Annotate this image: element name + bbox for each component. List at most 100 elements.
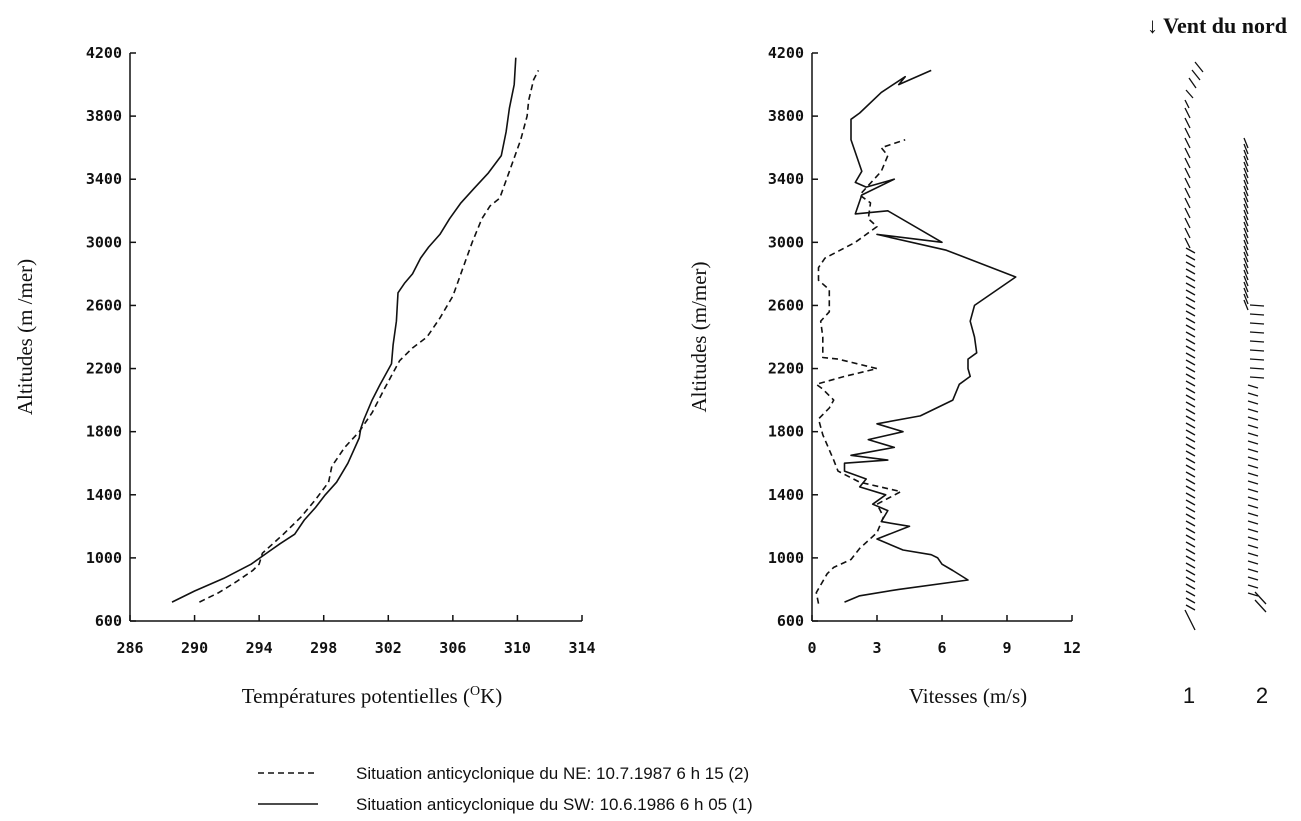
wind-barb: [1243, 239, 1249, 251]
wind-barb: [1247, 408, 1259, 413]
wind-barb: [1243, 251, 1249, 263]
legend-label-ne: Situation anticyclonique du NE: 10.7.198…: [356, 764, 749, 783]
wind-barbs: ↓ Vent du nord 1 2: [1147, 13, 1287, 708]
wind-barb: [1184, 117, 1191, 129]
wind-barb: [1184, 107, 1191, 119]
wind-barb: [1185, 268, 1196, 275]
wind-barb: [1247, 480, 1259, 485]
wind-barb: [1185, 583, 1196, 590]
wind-barb: [1249, 304, 1265, 307]
wind-barb: [1247, 504, 1259, 509]
wind-barb: [1247, 432, 1259, 437]
wind-barb: [1185, 415, 1196, 422]
wind-barb: [1247, 520, 1259, 525]
wind-barb: [1184, 127, 1191, 139]
wind-barb: [1185, 303, 1196, 310]
x-tick-label: 298: [310, 639, 337, 657]
wind-barb: [1185, 261, 1196, 268]
wind-barb: [1243, 161, 1249, 173]
y-tick-label: 4200: [768, 44, 804, 62]
wind-barb: [1247, 560, 1259, 565]
wind-barb: [1243, 203, 1249, 215]
wind-barb: [1243, 263, 1249, 275]
wind-barb: [1243, 149, 1249, 161]
x-axis-title: Vitesses (m/s): [909, 684, 1027, 708]
series-line-ne: [199, 70, 540, 603]
wind-barb: [1185, 429, 1196, 436]
wind-barb: [1249, 376, 1265, 379]
wind-barb: [1185, 317, 1196, 324]
wind-barb: [1188, 77, 1197, 89]
wind-barb: [1243, 269, 1249, 281]
wind-barb: [1185, 555, 1196, 562]
wind-barb: [1185, 89, 1194, 99]
wind-barb: [1243, 155, 1249, 167]
wind-barb: [1243, 185, 1249, 197]
wind-barb: [1243, 215, 1249, 227]
wind-barb: [1185, 282, 1196, 289]
y-tick-label: 2600: [86, 296, 122, 314]
wind-barb: [1184, 167, 1191, 179]
wind-barb: [1243, 167, 1249, 179]
wind-barb: [1243, 275, 1249, 287]
wind-barb: [1185, 296, 1196, 303]
temperature-chart: 600 1000 1400 1800 2200 2600 3000 3400 3800 4200 2…: [13, 44, 596, 708]
wind-barb: [1185, 471, 1196, 478]
y-tick-label: 3800: [768, 107, 804, 125]
y-tick-label: 1800: [86, 423, 122, 441]
wind-barb: [1243, 299, 1249, 311]
wind-barb: [1184, 157, 1191, 169]
wind-barb: [1185, 401, 1196, 408]
wind-barb: [1243, 281, 1249, 293]
wind-barb: [1243, 209, 1249, 221]
x-tick-label: 3: [872, 639, 881, 657]
x-tick-label: 302: [375, 639, 402, 657]
wind-barb: [1185, 443, 1196, 450]
series-line-sw: [843, 69, 1017, 603]
wind-barb: [1247, 544, 1259, 549]
y-tick-label: 1000: [768, 549, 804, 567]
wind-barb: [1185, 289, 1196, 296]
wind-barb: [1185, 450, 1196, 457]
wind-title: ↓ Vent du nord: [1147, 13, 1287, 38]
wind-barb: [1247, 472, 1259, 477]
wind-barb: [1185, 338, 1196, 345]
wind-barb: [1247, 528, 1259, 533]
x-axis-title: Températures potentielles (OK): [242, 684, 503, 708]
wind-barb: [1185, 254, 1196, 261]
down-arrow-icon: ↓: [1147, 13, 1158, 38]
x-tick-label: 6: [937, 639, 946, 657]
wind-barb: [1185, 499, 1196, 506]
y-tick-label: 1400: [86, 486, 122, 504]
wind-barb: [1247, 584, 1259, 589]
wind-barb: [1247, 464, 1259, 469]
wind-barb: [1243, 143, 1249, 155]
wind-barb: [1243, 257, 1249, 269]
wind-barb: [1254, 591, 1267, 605]
wind-barb: [1185, 590, 1196, 597]
wind-barb: [1243, 197, 1249, 209]
wind-barb: [1184, 207, 1191, 219]
wind-barb: [1185, 352, 1196, 359]
wind-barb: [1247, 568, 1259, 573]
wind-barb: [1243, 293, 1249, 305]
wind-barb: [1249, 322, 1265, 325]
wind-barb: [1185, 492, 1196, 499]
x-tick-label: 314: [568, 639, 595, 657]
wind-barb: [1185, 345, 1196, 352]
wind-barb: [1247, 392, 1259, 397]
wind-barb: [1247, 592, 1259, 597]
wind-barb: [1249, 313, 1265, 316]
wind-barb: [1184, 137, 1191, 149]
y-tick-label: 2200: [86, 360, 122, 378]
x-tick-label: 0: [807, 639, 816, 657]
wind-barb: [1247, 384, 1259, 389]
wind-barb: [1247, 536, 1259, 541]
y-tick-label: 3000: [86, 233, 122, 251]
wind-barb: [1185, 569, 1196, 576]
x-tick-label: 306: [439, 639, 466, 657]
wind-barb: [1247, 400, 1259, 405]
wind-barb: [1185, 534, 1196, 541]
wind-barb: [1184, 227, 1191, 239]
wind-barb: [1185, 324, 1196, 331]
